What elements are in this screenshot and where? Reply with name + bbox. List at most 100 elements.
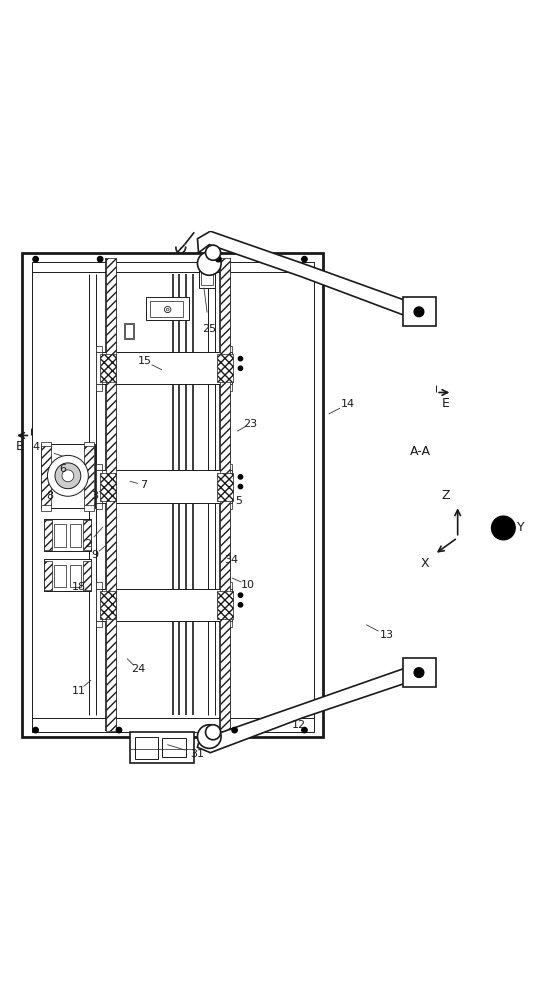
Bar	[84, 446, 94, 505]
Bar	[130, 732, 194, 763]
Text: 23: 23	[244, 419, 258, 429]
Bar	[41, 442, 51, 450]
Bar	[106, 258, 116, 731]
Bar	[225, 352, 232, 384]
Bar	[96, 621, 102, 627]
Circle shape	[238, 603, 243, 607]
Bar	[22, 253, 323, 737]
Bar	[220, 258, 230, 731]
Bar	[84, 442, 94, 450]
Text: 4: 4	[32, 442, 39, 452]
Text: $\circledcirc$: $\circledcirc$	[162, 304, 172, 315]
Polygon shape	[403, 658, 436, 687]
Bar	[217, 591, 233, 619]
Text: 34: 34	[224, 555, 238, 565]
Bar	[100, 591, 116, 619]
Bar	[225, 582, 232, 589]
Bar	[125, 323, 134, 339]
Text: 2: 2	[84, 539, 91, 549]
Text: E: E	[16, 440, 24, 453]
Bar	[225, 470, 232, 503]
Circle shape	[414, 668, 424, 677]
Bar	[201, 269, 212, 285]
Text: 12: 12	[292, 720, 306, 730]
Polygon shape	[197, 667, 414, 753]
Bar	[225, 589, 232, 621]
Circle shape	[205, 725, 220, 740]
Bar	[96, 384, 102, 391]
Circle shape	[116, 727, 122, 733]
Bar	[96, 503, 102, 509]
Bar	[84, 503, 94, 511]
Circle shape	[232, 727, 237, 733]
Bar	[225, 503, 232, 509]
Bar	[96, 346, 102, 352]
Bar	[217, 473, 233, 501]
Polygon shape	[403, 297, 436, 326]
Polygon shape	[197, 231, 414, 317]
Circle shape	[238, 484, 243, 489]
Bar	[198, 266, 215, 288]
Bar	[44, 561, 52, 590]
Text: 3: 3	[91, 491, 98, 501]
Text: 24: 24	[130, 664, 145, 674]
Bar	[162, 738, 186, 757]
Text: E: E	[442, 397, 450, 410]
Text: 31: 31	[190, 749, 204, 759]
Bar	[225, 384, 232, 391]
Text: Z: Z	[441, 489, 450, 502]
Bar	[70, 565, 81, 587]
Circle shape	[33, 727, 38, 733]
Bar	[41, 503, 51, 511]
Circle shape	[492, 516, 515, 540]
Bar	[96, 470, 102, 503]
Bar	[54, 524, 66, 547]
Bar	[150, 301, 183, 317]
Bar	[83, 561, 91, 590]
Circle shape	[414, 307, 424, 317]
Circle shape	[216, 256, 221, 262]
Bar	[96, 589, 102, 621]
Bar	[96, 464, 102, 470]
Circle shape	[55, 463, 81, 489]
Circle shape	[238, 356, 243, 361]
Bar	[54, 565, 66, 587]
Bar	[44, 519, 91, 551]
Bar	[217, 354, 233, 382]
Bar	[83, 520, 91, 550]
Bar	[96, 582, 102, 589]
Text: 25: 25	[202, 324, 216, 334]
Bar	[44, 559, 91, 591]
Bar	[70, 524, 81, 547]
Bar	[225, 464, 232, 470]
Circle shape	[238, 475, 243, 479]
Bar	[225, 621, 232, 627]
Text: X: X	[420, 557, 429, 570]
Bar	[96, 589, 232, 621]
Bar	[32, 262, 314, 732]
Text: 5: 5	[235, 496, 242, 506]
Circle shape	[238, 366, 243, 370]
Bar	[100, 473, 116, 501]
Text: 18: 18	[72, 582, 86, 592]
Text: A-A: A-A	[410, 445, 431, 458]
Circle shape	[47, 455, 88, 496]
Text: 13: 13	[379, 630, 393, 640]
Bar	[100, 354, 116, 382]
Bar	[41, 446, 51, 505]
Bar	[96, 352, 102, 384]
Text: 15: 15	[138, 356, 152, 366]
Circle shape	[302, 727, 307, 733]
Bar	[135, 737, 158, 759]
Text: Y: Y	[517, 521, 524, 534]
Text: 10: 10	[241, 580, 255, 590]
Text: 8: 8	[46, 491, 54, 501]
Text: 14: 14	[341, 399, 355, 409]
Text: 6: 6	[59, 464, 66, 474]
Circle shape	[205, 245, 220, 260]
Circle shape	[302, 256, 307, 262]
Circle shape	[98, 256, 103, 262]
Text: 9: 9	[91, 550, 98, 560]
Text: 11: 11	[72, 686, 86, 696]
Bar	[225, 346, 232, 352]
